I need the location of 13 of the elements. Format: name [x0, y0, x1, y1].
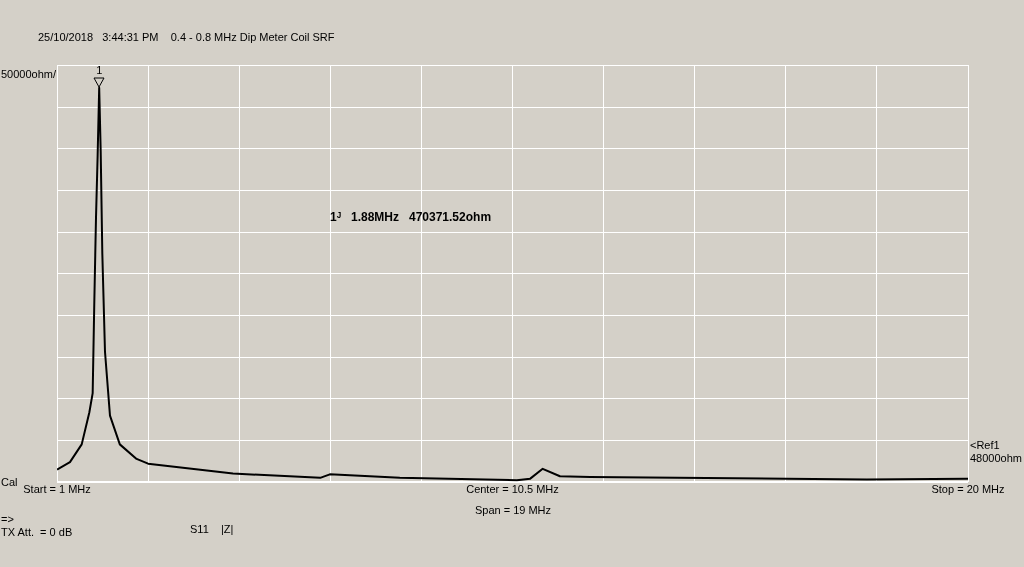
text: <Ref1 48000ohm — [970, 439, 1022, 465]
text: 50000ohm/ — [1, 68, 57, 81]
text: S11 |Z| — [190, 523, 234, 536]
x-tick-label: Start = 1 MHz — [23, 483, 91, 496]
chart-subtitle: 25/10/2018 3:44:31 PM 0.4 - 0.8 MHz Dip Meter Coil SRF — [38, 31, 335, 43]
text: => — [1, 513, 14, 526]
x-tick-label: Stop = 20 MHz — [931, 483, 1005, 496]
text: Cal — [1, 476, 18, 489]
annotation: 1ᴶ 1.88MHz 470371.52ohm — [330, 210, 492, 225]
annotation: 1 — [96, 63, 103, 76]
text: TX Att. = 0 dB — [1, 526, 73, 539]
text: Span = 19 MHz — [474, 504, 552, 517]
x-tick-label: Center = 10.5 MHz — [466, 483, 559, 496]
